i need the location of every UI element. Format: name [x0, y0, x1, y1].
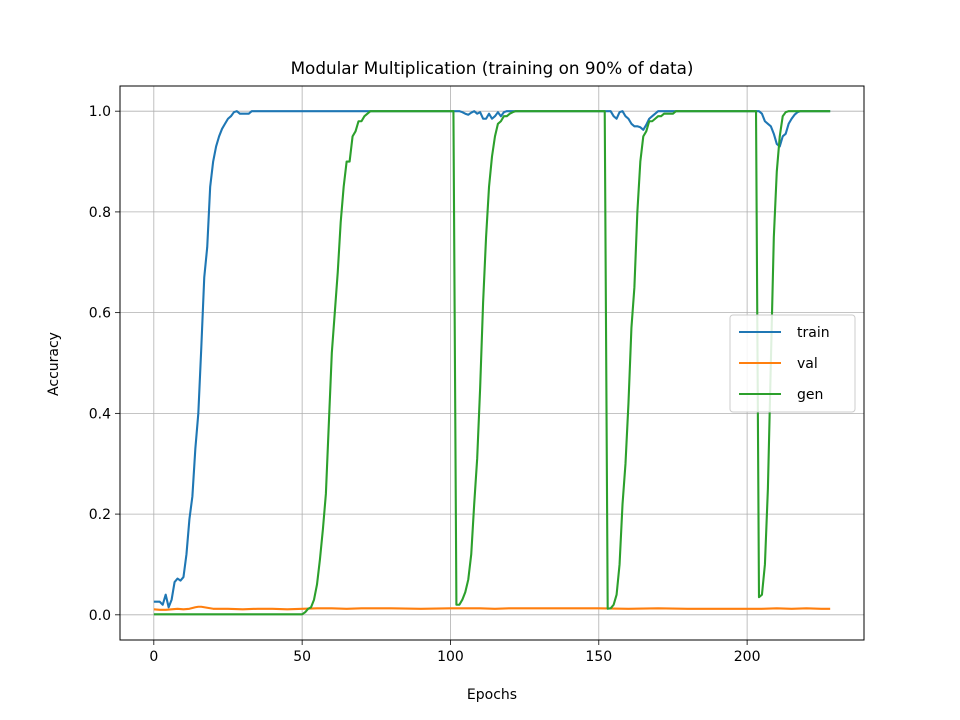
- legend: train val gen: [729, 314, 856, 413]
- y-tick-label: 0.0: [89, 608, 111, 624]
- legend-label-train: train: [797, 325, 830, 341]
- series-line-gen: [153, 110, 831, 616]
- x-tick-label: 200: [734, 649, 761, 665]
- x-tick-label: 0: [149, 649, 158, 665]
- y-tick-label: 0.4: [89, 406, 111, 422]
- y-tick-label: 1.0: [89, 104, 111, 120]
- x-tick-label: 150: [585, 649, 612, 665]
- legend-box: [729, 314, 856, 413]
- chart-title: Modular Multiplication (training on 90% …: [291, 58, 694, 78]
- axes-frame: [119, 85, 865, 641]
- x-axis-label: Epochs: [467, 687, 517, 703]
- x-tick-label: 50: [293, 649, 311, 665]
- y-tick-label: 0.2: [89, 507, 111, 523]
- axis-ticks: 0 50 100 150 200 0.0 0.2 0.4 0.6 0.8 1.0: [89, 104, 761, 665]
- plot-area: [153, 110, 831, 616]
- y-axis-label: Accuracy: [46, 332, 62, 396]
- x-tick-label: 100: [437, 649, 464, 665]
- series-line-val: [153, 605, 831, 611]
- y-tick-label: 0.6: [89, 306, 111, 322]
- y-tick-label: 0.8: [89, 205, 111, 221]
- legend-label-val: val: [797, 356, 818, 372]
- legend-label-gen: gen: [797, 387, 823, 403]
